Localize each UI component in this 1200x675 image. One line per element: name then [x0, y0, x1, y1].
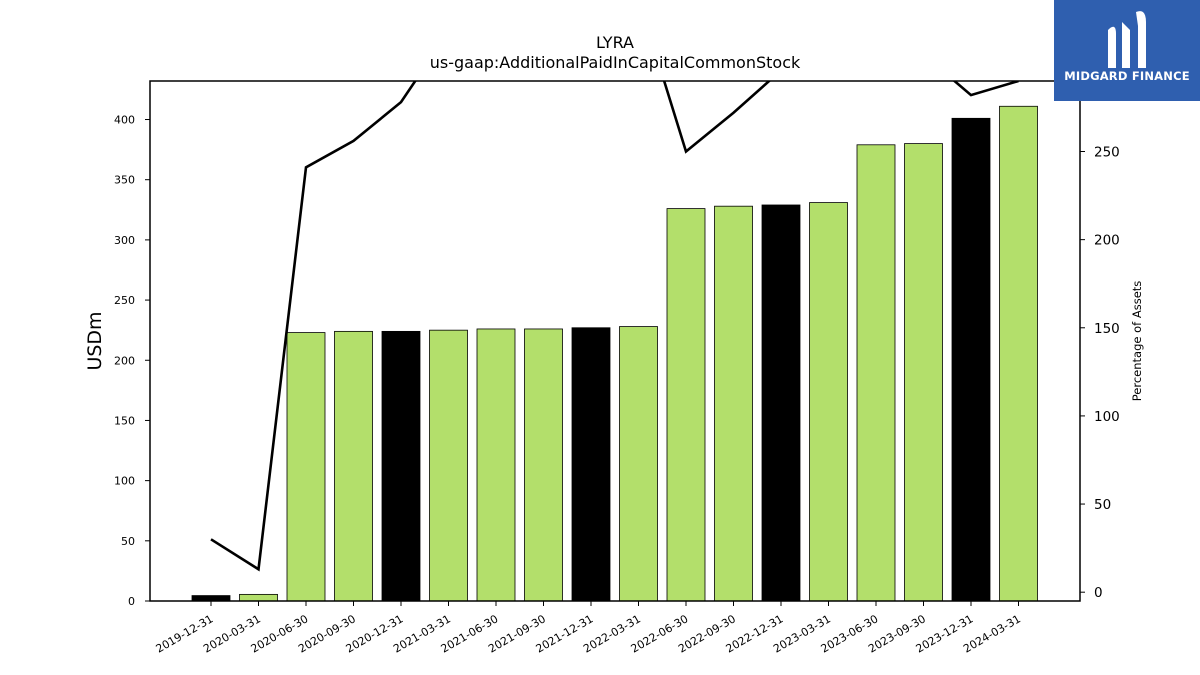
y-tick-label: 50 — [121, 535, 135, 548]
y2-tick-label: 250 — [1094, 145, 1120, 161]
bar-2024-03-31 — [999, 105, 1038, 602]
bars-group — [191, 105, 1038, 602]
percentage-line — [210, 81, 1019, 572]
bar-2021-03-31 — [429, 329, 468, 602]
y2-tick-label: 200 — [1094, 233, 1120, 249]
y-tick-label: 200 — [114, 354, 135, 367]
y-axis-label: USDm — [84, 311, 106, 370]
y-axis: 0 50 100 150 200 250 300 350 400 — [114, 114, 150, 608]
y2-tick-label: 0 — [1094, 585, 1103, 601]
y-tick-label: 0 — [128, 595, 135, 608]
y2-axis-label: Percentage of Assets — [1130, 281, 1144, 402]
y-tick-label: 400 — [114, 114, 135, 127]
x-axis: 2019-12-312020-03-312020-06-302020-09-30… — [154, 601, 1023, 656]
bar-2022-06-30 — [666, 208, 706, 602]
bar-2023-12-31 — [951, 117, 991, 602]
y2-axis: 0 50 100 150 200 250 — [1080, 145, 1120, 601]
y2-tick-label: 50 — [1094, 497, 1111, 513]
bar-2023-09-30 — [904, 143, 943, 602]
bar-2022-03-31 — [619, 326, 658, 602]
bar-2022-09-30 — [714, 205, 753, 602]
y-tick-label: 150 — [114, 414, 135, 427]
y-tick-label: 350 — [114, 174, 135, 187]
bar-2020-09-30 — [334, 330, 373, 602]
bar-2020-03-31 — [239, 593, 278, 602]
bar-2021-09-30 — [524, 328, 563, 602]
brand-logo: MIDGARD FINANCE — [1054, 0, 1200, 101]
y-tick-label: 100 — [114, 475, 135, 488]
bar-2019-12-31 — [191, 595, 231, 602]
bar-2023-03-31 — [809, 202, 848, 602]
brand-mark-icon — [1108, 11, 1146, 68]
y2-tick-label: 150 — [1094, 321, 1120, 337]
chart-subtitle: us-gaap:AdditionalPaidInCapitalCommonSto… — [430, 53, 801, 72]
bar-2023-06-30 — [856, 144, 896, 602]
bar-2020-06-30 — [286, 332, 326, 602]
plot-frame — [149, 80, 1081, 602]
y-tick-label: 300 — [114, 234, 135, 247]
bar-2021-06-30 — [476, 328, 516, 602]
brand-logo-text: MIDGARD FINANCE — [1064, 69, 1190, 83]
bar-2022-12-31 — [761, 204, 801, 602]
chart-title: LYRA — [596, 33, 634, 52]
line-group — [210, 81, 1019, 572]
bar-2021-12-31 — [571, 327, 611, 602]
bar-2020-12-31 — [381, 330, 421, 602]
y-tick-label: 250 — [114, 294, 135, 307]
y2-tick-label: 100 — [1094, 409, 1120, 425]
